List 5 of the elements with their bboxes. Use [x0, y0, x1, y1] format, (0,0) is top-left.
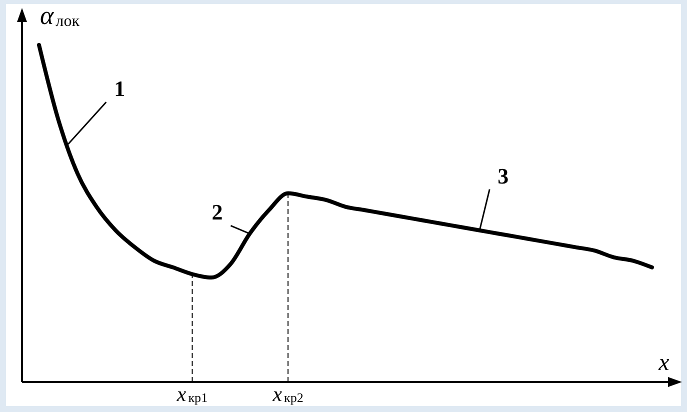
annotation: 2 — [212, 200, 223, 225]
x-axis-title: x — [658, 350, 670, 376]
annotation: 1 — [114, 76, 126, 102]
annotation: 3 — [498, 163, 509, 188]
y-axis-title: α$_{лок}$ — [40, 1, 80, 30]
